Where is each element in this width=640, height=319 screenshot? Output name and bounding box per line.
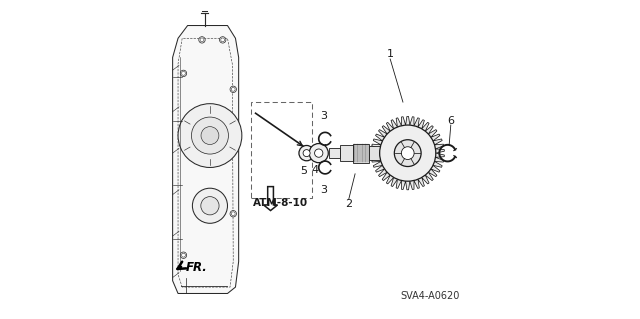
Bar (384, 148, 388, 158)
Text: ATM-8-10: ATM-8-10 (253, 197, 308, 208)
Text: 3: 3 (320, 111, 326, 122)
Circle shape (380, 125, 436, 181)
Text: 4: 4 (311, 165, 319, 175)
Text: 2: 2 (345, 199, 352, 209)
Text: 3: 3 (320, 185, 326, 195)
Circle shape (303, 150, 310, 157)
Circle shape (178, 104, 242, 167)
Circle shape (201, 197, 219, 215)
Text: SVA4-A0620: SVA4-A0620 (401, 291, 460, 301)
Bar (369, 146, 385, 160)
Text: 6: 6 (447, 116, 454, 126)
Polygon shape (173, 26, 239, 293)
Bar (353, 144, 369, 163)
Polygon shape (264, 187, 278, 211)
Polygon shape (371, 116, 444, 190)
Text: 5: 5 (300, 166, 307, 176)
Circle shape (299, 145, 314, 161)
Circle shape (180, 70, 187, 77)
Text: FR.: FR. (186, 261, 208, 273)
Circle shape (180, 252, 187, 258)
Circle shape (315, 149, 323, 157)
Bar (252, 102, 312, 198)
Circle shape (230, 86, 236, 93)
Circle shape (191, 117, 228, 154)
Circle shape (309, 144, 328, 163)
Circle shape (401, 147, 414, 160)
Circle shape (394, 140, 421, 167)
Circle shape (230, 211, 236, 217)
Text: 1: 1 (387, 49, 394, 59)
Circle shape (193, 188, 227, 223)
Circle shape (220, 37, 226, 43)
Circle shape (201, 127, 219, 145)
Circle shape (199, 37, 205, 43)
Bar (329, 148, 340, 158)
Bar (340, 145, 353, 161)
